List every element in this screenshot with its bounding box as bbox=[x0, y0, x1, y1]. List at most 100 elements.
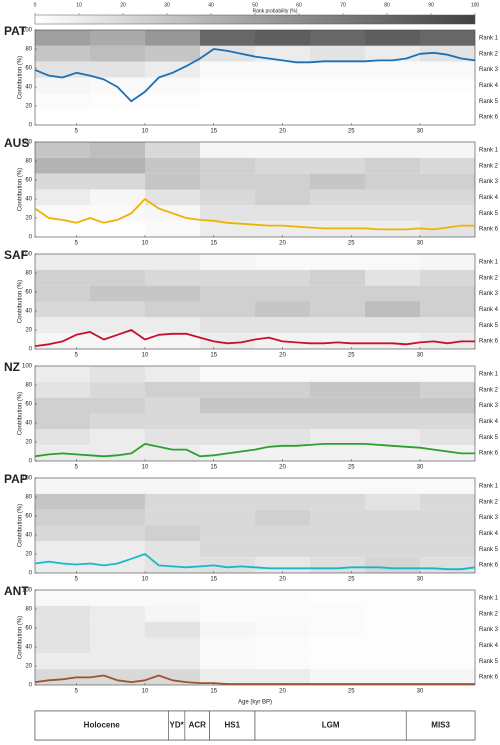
rank-cell bbox=[35, 605, 90, 622]
x-tick-label: 30 bbox=[417, 241, 424, 247]
rank-cell bbox=[145, 173, 200, 190]
rank-cell bbox=[145, 413, 200, 430]
x-tick-label: 25 bbox=[348, 353, 355, 359]
panel-title: NZ bbox=[4, 360, 20, 374]
rank-cell bbox=[35, 509, 90, 526]
rank-cell bbox=[420, 333, 475, 349]
rank-cell bbox=[365, 637, 420, 654]
rank-cell bbox=[255, 269, 310, 286]
rank-cell bbox=[310, 590, 365, 606]
rank-cell bbox=[90, 93, 145, 110]
rank-cell bbox=[90, 509, 145, 526]
colorbar-tick-label: 100 bbox=[471, 2, 480, 8]
rank-cell bbox=[35, 142, 90, 158]
rank-cell bbox=[145, 157, 200, 174]
rank-cell bbox=[255, 157, 310, 174]
rank-cell bbox=[255, 205, 310, 222]
rank-cell bbox=[420, 653, 475, 670]
colorbar-label: Rank probability (%) bbox=[252, 8, 297, 14]
y-axis-label: Contribution (%) bbox=[18, 56, 24, 99]
rank-cell bbox=[255, 397, 310, 414]
rank-cell bbox=[310, 93, 365, 110]
rank-label: Rank 1 bbox=[479, 35, 499, 41]
rank-cell bbox=[200, 669, 255, 685]
rank-cell bbox=[255, 653, 310, 670]
rank-cell bbox=[255, 189, 310, 206]
rank-cell bbox=[35, 301, 90, 318]
y-tick-label: 20 bbox=[25, 328, 32, 334]
x-tick-label: 5 bbox=[75, 353, 79, 359]
rank-cell bbox=[365, 557, 420, 573]
rank-cell bbox=[145, 590, 200, 606]
rank-cell bbox=[200, 525, 255, 542]
rank-cell bbox=[35, 45, 90, 62]
rank-cell bbox=[365, 254, 420, 270]
rank-label: Rank 3 bbox=[479, 403, 499, 409]
period-label: Holocene bbox=[84, 721, 121, 730]
rank-cell bbox=[90, 301, 145, 318]
rank-cell bbox=[90, 366, 145, 382]
rank-label: Rank 6 bbox=[479, 227, 499, 233]
rank-cell bbox=[420, 525, 475, 542]
rank-cell bbox=[365, 493, 420, 510]
rank-label: Rank 1 bbox=[479, 147, 499, 153]
y-tick-label: 100 bbox=[22, 252, 33, 258]
rank-cell bbox=[420, 605, 475, 622]
y-tick-label: 60 bbox=[25, 626, 32, 632]
y-tick-label: 0 bbox=[29, 683, 33, 689]
rank-cell bbox=[255, 109, 310, 125]
rank-cell bbox=[365, 333, 420, 349]
rank-cell bbox=[255, 366, 310, 382]
rank-cell bbox=[145, 333, 200, 349]
rank-cell bbox=[255, 301, 310, 318]
y-tick-label: 0 bbox=[29, 347, 33, 353]
rank-cell bbox=[310, 445, 365, 461]
rank-cell bbox=[310, 381, 365, 398]
rank-cell bbox=[420, 269, 475, 286]
rank-label: Rank 5 bbox=[479, 99, 499, 105]
rank-cell bbox=[255, 493, 310, 510]
rank-cell bbox=[365, 445, 420, 461]
rank-cell bbox=[200, 142, 255, 158]
rank-label: Rank 6 bbox=[479, 115, 499, 121]
rank-cell bbox=[200, 366, 255, 382]
rank-cell bbox=[365, 142, 420, 158]
rank-cell bbox=[365, 653, 420, 670]
rank-cell bbox=[90, 621, 145, 638]
y-tick-label: 40 bbox=[25, 309, 32, 315]
rank-label: Rank 2 bbox=[479, 499, 499, 505]
rank-cell bbox=[35, 93, 90, 110]
y-tick-label: 20 bbox=[25, 440, 32, 446]
y-tick-label: 80 bbox=[25, 271, 32, 277]
rank-cell bbox=[365, 541, 420, 558]
rank-cell bbox=[200, 301, 255, 318]
rank-cell bbox=[35, 621, 90, 638]
plot-frame bbox=[34, 29, 476, 126]
rank-label: Rank 2 bbox=[479, 51, 499, 57]
rank-cell bbox=[35, 413, 90, 430]
rank-cell bbox=[420, 669, 475, 685]
x-tick-label: 30 bbox=[417, 129, 424, 135]
y-tick-label: 20 bbox=[25, 104, 32, 110]
rank-cell bbox=[200, 205, 255, 222]
rank-cell bbox=[255, 173, 310, 190]
rank-label: Rank 5 bbox=[479, 659, 499, 665]
rank-cell bbox=[35, 221, 90, 237]
rank-cell bbox=[420, 93, 475, 110]
rank-cell bbox=[310, 557, 365, 573]
line bbox=[34, 48, 476, 103]
rank-cell bbox=[420, 590, 475, 606]
rank-cell bbox=[200, 557, 255, 573]
rank-cell bbox=[420, 30, 475, 46]
rank-cell bbox=[90, 381, 145, 398]
rank-cell bbox=[310, 173, 365, 190]
panel-title: SAF bbox=[4, 248, 28, 262]
y-axis-label: Contribution (%) bbox=[18, 392, 24, 435]
rank-cell bbox=[90, 478, 145, 494]
rank-cell bbox=[145, 397, 200, 414]
rank-label: Rank 1 bbox=[479, 595, 499, 601]
rank-cell bbox=[145, 557, 200, 573]
plot-frame bbox=[34, 141, 476, 238]
rank-cell bbox=[365, 269, 420, 286]
rank-label: Rank 2 bbox=[479, 275, 499, 281]
